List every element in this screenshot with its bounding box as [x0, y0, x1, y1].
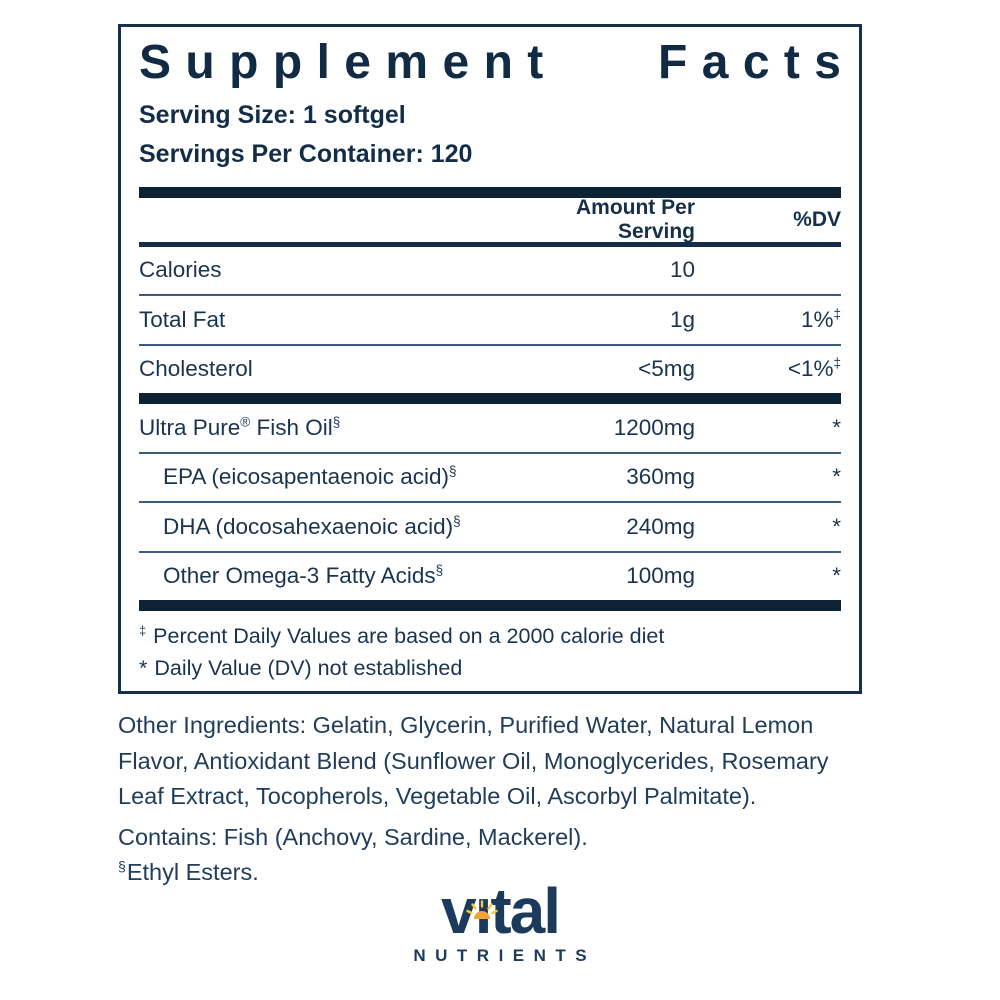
- header-percent-dv: %DV: [793, 207, 841, 231]
- serving-size: Serving Size: 1 softgel: [139, 100, 406, 129]
- row-label: Total Fat: [139, 306, 226, 332]
- thick-divider-bottom: [139, 600, 841, 612]
- supplement-facts-panel: Supplement Facts Serving Size: 1 softgel…: [118, 24, 862, 694]
- table-row-epa: EPA (eicosapentaenoic acid)§ 360mg *: [139, 454, 841, 504]
- other-ingredients-text: Other Ingredients: Gelatin, Glycerin, Pu…: [118, 712, 829, 809]
- header-amount-per-serving: Amount Per Serving: [575, 195, 695, 243]
- row-label: Cholesterol: [139, 356, 253, 382]
- title-word-facts: Facts: [658, 36, 856, 89]
- table-row-cholesterol: Cholesterol <5mg <1%‡: [139, 346, 841, 394]
- row-amount: 1g: [669, 306, 695, 332]
- row-dv: <1%‡: [787, 355, 841, 382]
- table-header-row: Amount Per Serving %DV: [139, 195, 841, 243]
- row-label: EPA (eicosapentaenoic acid)§: [163, 463, 457, 490]
- row-amount: 240mg: [626, 513, 695, 539]
- table-row-total-fat: Total Fat 1g 1%‡: [139, 296, 841, 346]
- vital-nutrients-logo: v ıtal NUTRIENTS: [0, 877, 1000, 967]
- row-amount: 1200mg: [613, 414, 695, 440]
- row-dv: 1%‡: [800, 306, 841, 332]
- ingredient-details: Other Ingredients: Gelatin, Glycerin, Pu…: [118, 708, 874, 891]
- table-row-dha: DHA (docosahexaenoic acid)§ 240mg *: [139, 503, 841, 553]
- row-dv: *: [832, 464, 841, 490]
- row-amount: 100mg: [626, 563, 695, 589]
- logo-subtext: NUTRIENTS: [413, 946, 597, 966]
- ethyl-esters-footnote: §Ethyl Esters.: [118, 858, 259, 885]
- row-amount: <5mg: [638, 356, 695, 382]
- table-row-other-omega3: Other Omega-3 Fatty Acids§ 100mg *: [139, 553, 841, 601]
- row-dv: *: [832, 563, 841, 589]
- thick-divider-top: [139, 186, 841, 198]
- sun-icon: [465, 865, 499, 919]
- servings-per-container: Servings Per Container: 120: [139, 139, 473, 168]
- serving-info: Serving Size: 1 softgel Servings Per Con…: [139, 96, 841, 174]
- footnotes: ‡ Percent Daily Values are based on a 200…: [139, 611, 841, 684]
- row-label: Calories: [139, 257, 222, 283]
- row-dv: *: [832, 414, 841, 440]
- row-amount: 10: [669, 257, 695, 283]
- contains-text: Contains: Fish (Anchovy, Sardine, Macker…: [118, 823, 588, 850]
- panel-title: Supplement Facts: [139, 35, 841, 92]
- footnote-not-established: * Daily Value (DV) not established: [139, 656, 463, 681]
- title-word-supplement: Supplement: [139, 36, 558, 89]
- table-row-fish-oil: Ultra Pure® Fish Oil§ 1200mg *: [139, 404, 841, 454]
- footnote-daily-values: ‡ Percent Daily Values are based on a 200…: [139, 622, 665, 649]
- row-dv: *: [832, 513, 841, 539]
- row-amount: 360mg: [626, 464, 695, 490]
- logo-wordmark: v ıtal: [441, 877, 561, 945]
- row-label: DHA (docosahexaenoic acid)§: [163, 513, 461, 539]
- header-underline: [139, 241, 841, 247]
- row-label: Ultra Pure® Fish Oil§: [139, 414, 341, 440]
- row-label: Other Omega-3 Fatty Acids§: [163, 562, 444, 589]
- thick-divider-middle: [139, 393, 841, 405]
- table-row-calories: Calories 10: [139, 247, 841, 297]
